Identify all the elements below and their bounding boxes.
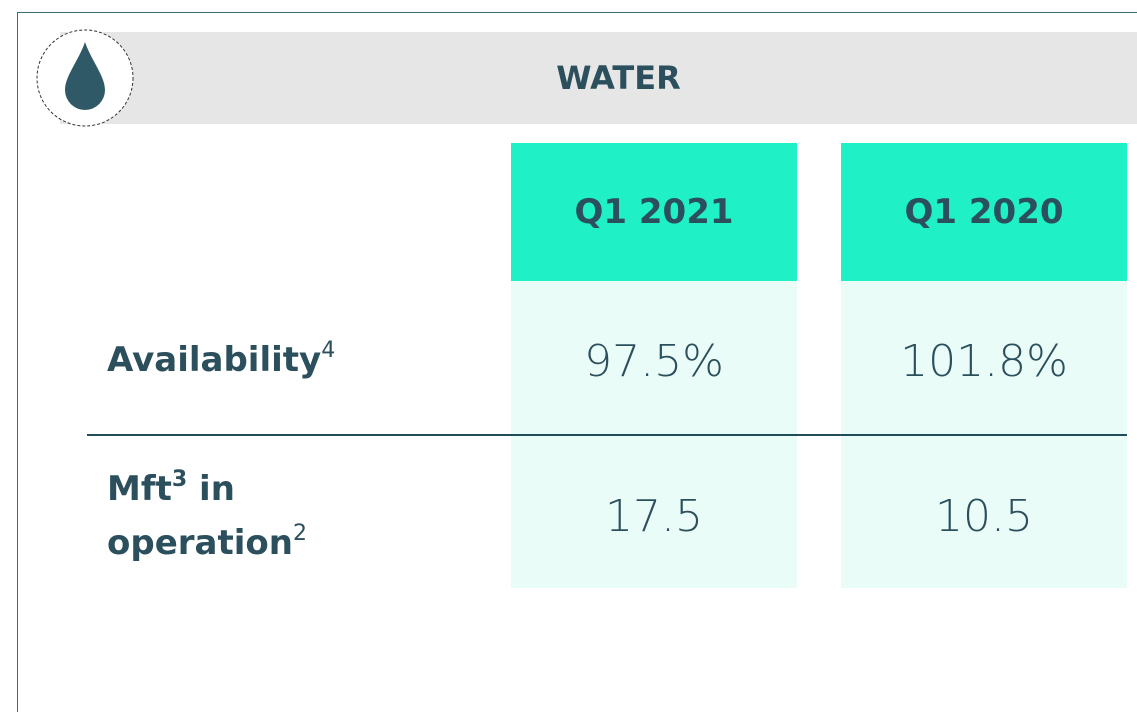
header-bar: WATER — [60, 32, 1137, 124]
label-text: Mft — [107, 469, 172, 509]
footnote: 2 — [292, 521, 307, 546]
row-label: Mft3 in operation2 — [107, 462, 367, 570]
frame — [17, 12, 1137, 712]
cell: 101.8% — [900, 336, 1068, 387]
page: {"header": {"title": "WATER"}, "table": … — [17, 12, 1137, 712]
column-header: Q1 2020 — [841, 143, 1127, 281]
footnote: 3 — [171, 467, 188, 492]
cell: 10.5 — [935, 491, 1033, 542]
divider — [87, 434, 1127, 436]
cell: 97.5% — [584, 336, 724, 387]
header-title: WATER — [556, 59, 681, 97]
cell: 17.5 — [605, 491, 703, 542]
footnote: 4 — [321, 338, 336, 363]
column-header: Q1 2021 — [511, 143, 797, 281]
label-text: Availability — [107, 340, 322, 380]
water-icon — [36, 29, 134, 127]
row-label: Availability4 — [107, 333, 335, 387]
label-text: in operation — [107, 469, 293, 563]
